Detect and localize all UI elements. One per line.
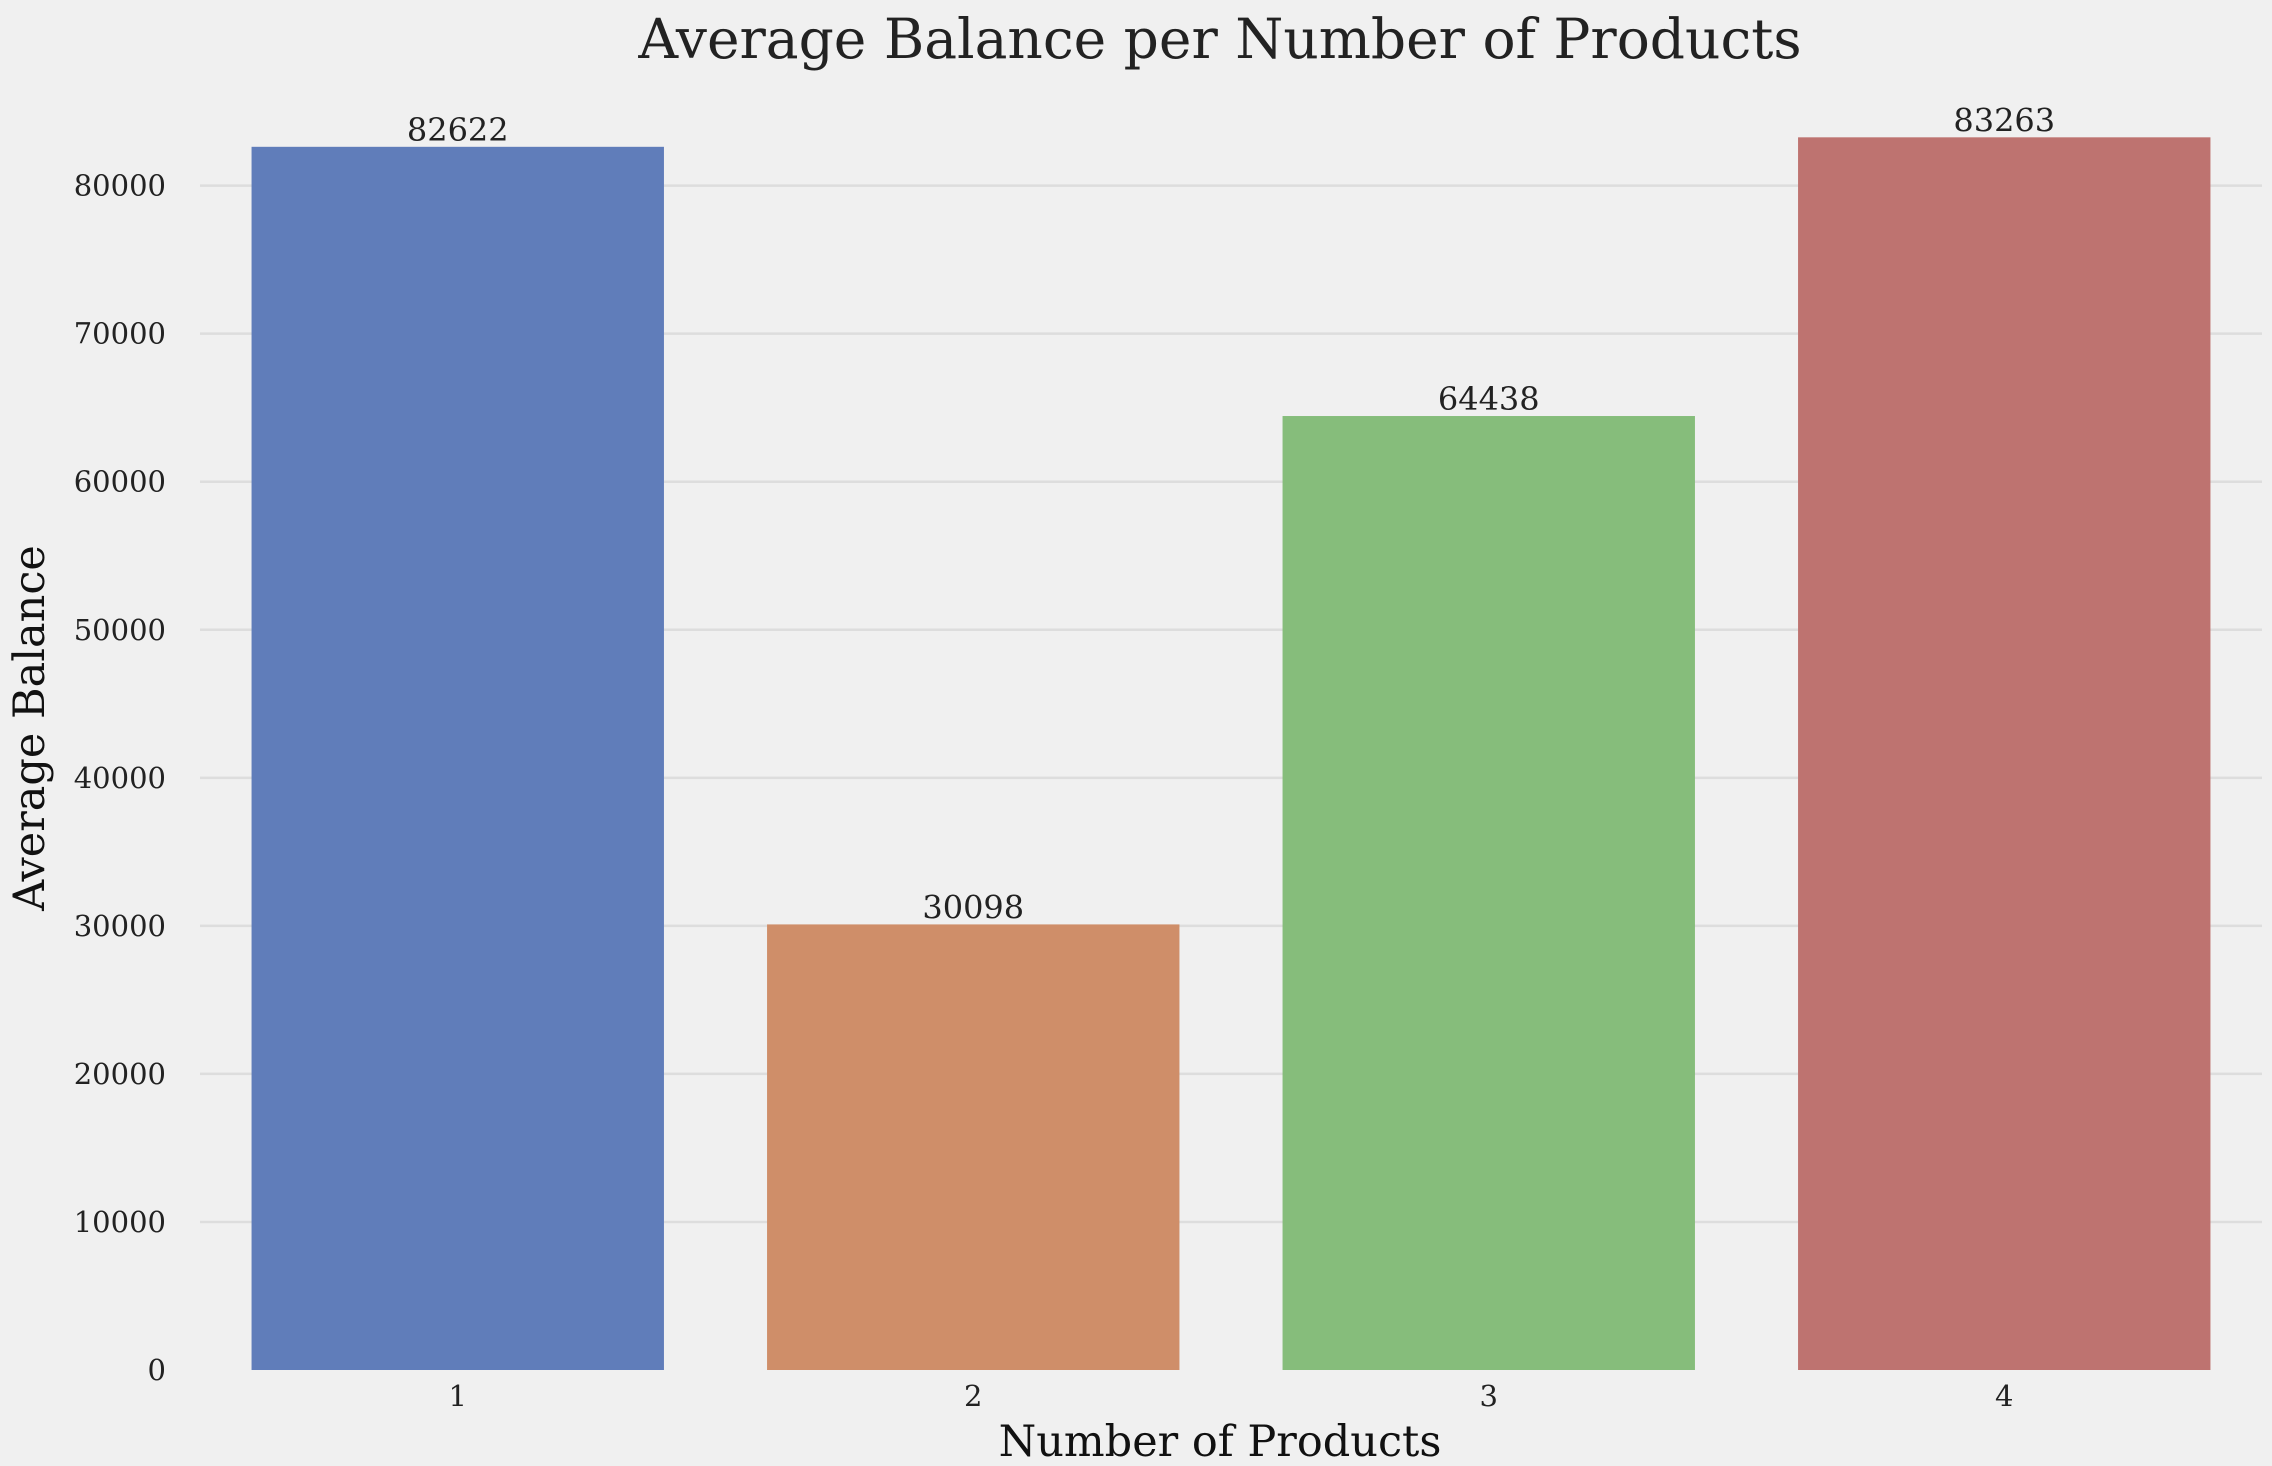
- chart-title: Average Balance per Number of Products: [637, 7, 1801, 71]
- data-labels: 82622 30098 64438 83263: [407, 101, 2055, 926]
- bar-1: [251, 146, 664, 1370]
- x-axis-label: Number of Products: [999, 1417, 1442, 1466]
- y-tick-label: 20000: [74, 1057, 166, 1091]
- data-label-4: 83263: [1953, 101, 2055, 139]
- y-tick-label: 10000: [74, 1205, 166, 1239]
- x-tick-label-1: 1: [449, 1379, 467, 1413]
- y-axis-ticks: 0 10000 20000 30000 40000 50000 60000 70000 8000…: [74, 169, 166, 1387]
- y-tick-label: 0: [148, 1353, 166, 1387]
- data-label-2: 30098: [922, 888, 1024, 926]
- data-label-3: 64438: [1438, 380, 1540, 418]
- bar-3: [1282, 416, 1695, 1370]
- x-tick-label-3: 3: [1480, 1379, 1498, 1413]
- x-tick-label-2: 2: [964, 1379, 982, 1413]
- bar-4: [1798, 137, 2211, 1370]
- y-tick-label: 50000: [74, 613, 166, 647]
- y-tick-label: 30000: [74, 909, 166, 943]
- y-axis-label: Average Balance: [5, 545, 55, 912]
- data-label-1: 82622: [407, 111, 509, 149]
- x-tick-label-4: 4: [1995, 1379, 2013, 1413]
- bars: [251, 137, 2211, 1370]
- y-tick-label: 70000: [74, 317, 166, 351]
- y-tick-label: 60000: [74, 465, 166, 499]
- y-tick-label: 40000: [74, 761, 166, 795]
- y-tick-label: 80000: [74, 169, 166, 203]
- x-axis-ticks: 1 2 3 4: [449, 1379, 2014, 1413]
- bar-2: [767, 924, 1180, 1370]
